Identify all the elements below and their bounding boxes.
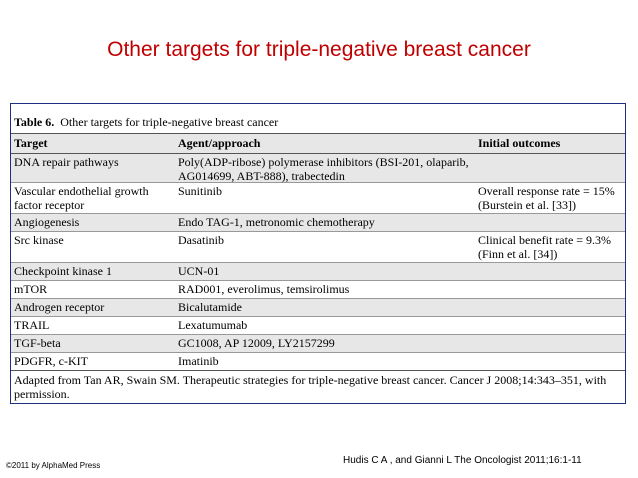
table-row: Androgen receptor Bicalutamide (11, 299, 625, 317)
cell-target: Vascular endothelial growth factor recep… (14, 184, 149, 212)
cell-agent: Bicalutamide (178, 300, 242, 314)
cell-agent: Lexatumumab (178, 318, 248, 332)
table-row: Checkpoint kinase 1 UCN-01 (11, 263, 625, 281)
cell-agent: Poly(ADP-ribose) polymerase inhibitors (… (178, 155, 469, 183)
cell-outcome: Clinical benefit rate = 9.3% (Finn et al… (478, 233, 612, 261)
table-caption-label: Table 6. (14, 115, 55, 129)
cell-agent: Sunitinib (178, 184, 223, 198)
table-row: Angiogenesis Endo TAG-1, metronomic chem… (11, 214, 625, 232)
header-outcomes: Initial outcomes (478, 136, 561, 150)
cell-target: DNA repair pathways (14, 155, 119, 169)
header-target: Target (14, 136, 48, 150)
cell-target: TRAIL (14, 318, 50, 332)
cell-agent: UCN-01 (178, 264, 220, 278)
citation: Hudis C A , and Gianni L The Oncologist … (343, 455, 582, 466)
table-row: Vascular endothelial growth factor recep… (11, 183, 625, 214)
cell-target: Checkpoint kinase 1 (14, 264, 112, 278)
table-row: mTOR RAD001, everolimus, temsirolimus (11, 281, 625, 299)
cell-agent: Dasatinib (178, 233, 224, 247)
cell-agent: RAD001, everolimus, temsirolimus (178, 282, 350, 296)
cell-agent: Imatinib (178, 354, 219, 368)
cell-target: TGF-beta (14, 336, 61, 350)
table-footnote: Adapted from Tan AR, Swain SM. Therapeut… (14, 373, 607, 401)
cell-agent: GC1008, AP 12009, LY2157299 (178, 336, 335, 350)
table-row: PDGFR, c-KIT Imatinib (11, 353, 625, 371)
copyright: ©2011 by AlphaMed Press (6, 461, 101, 470)
table-caption: Table 6. Other targets for triple-negati… (14, 115, 278, 130)
header-agent: Agent/approach (178, 136, 261, 150)
table-row: DNA repair pathways Poly(ADP-ribose) pol… (11, 154, 625, 183)
cell-target: Angiogenesis (14, 215, 80, 229)
cell-target: PDGFR, c-KIT (14, 354, 88, 368)
slide-title: Other targets for triple-negative breast… (107, 38, 531, 61)
cell-outcome: Overall response rate = 15% (Burstein et… (478, 184, 615, 212)
table-row: TRAIL Lexatumumab (11, 317, 625, 335)
table-row: TGF-beta GC1008, AP 12009, LY2157299 (11, 335, 625, 353)
cell-target: Androgen receptor (14, 300, 105, 314)
table-row: Src kinase Dasatinib Clinical benefit ra… (11, 232, 625, 263)
table-header: Target Agent/approach Initial outcomes (11, 133, 625, 154)
cell-target: mTOR (14, 282, 48, 296)
table: Table 6. Other targets for triple-negati… (10, 103, 626, 404)
table-caption-text: Other targets for triple-negative breast… (60, 115, 279, 129)
cell-target: Src kinase (14, 233, 64, 247)
cell-agent: Endo TAG-1, metronomic chemotherapy (178, 215, 375, 229)
